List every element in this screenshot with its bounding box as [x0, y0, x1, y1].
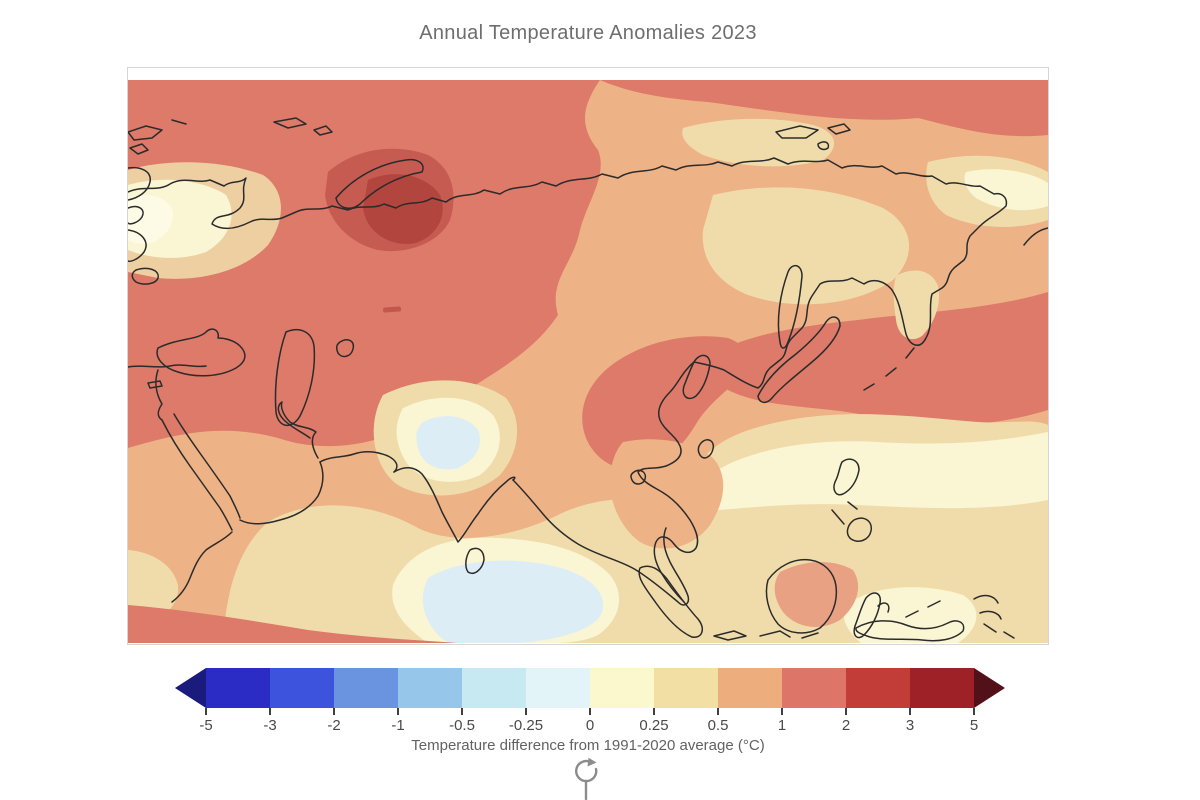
coast-india [393, 467, 516, 543]
region-yellow-chukotka-core [964, 169, 1048, 211]
coast-arabia-south-gulf [239, 401, 324, 525]
legend-tick-label: 3 [905, 717, 915, 734]
legend-cell-4 [462, 668, 526, 708]
coast-sri-lanka [465, 547, 485, 574]
coast-africa-horn [171, 531, 233, 603]
region-darkred-novaya-core [363, 174, 443, 244]
region-blue-indian-ocean [422, 560, 604, 643]
coast-red-sea [161, 413, 241, 531]
coast-sakhalin [777, 264, 803, 349]
legend-tick-label: -2 [327, 717, 341, 734]
region-salmon-southeast-china [582, 336, 749, 470]
coast-borneo [765, 558, 838, 634]
coast-china-vietnam [637, 361, 699, 603]
region-orange-indochina [609, 439, 724, 549]
legend-tick [397, 708, 399, 715]
legend-below-range-arrow [175, 668, 206, 708]
coast-melanesia-dashes [905, 594, 1015, 639]
coast-caspian-sea [274, 328, 316, 426]
region-red-small-dash [383, 306, 402, 313]
anomaly-map[interactable] [128, 80, 1048, 643]
chart-title: Annual Temperature Anomalies 2023 [419, 22, 757, 44]
legend-tick [269, 708, 271, 715]
coast-arctic-russia [128, 157, 1008, 389]
region-cream-yakutia-main [702, 187, 910, 305]
legend-cell-3 [398, 668, 462, 708]
coast-turkey-levant [128, 364, 207, 421]
color-scale-legend: -5 -3 -2 -1 -0.5 -0.25 0 0.25 0.5 1 2 3 5 [175, 668, 1005, 754]
coast-sumatra [638, 565, 703, 638]
legend-tick-label: -3 [263, 717, 277, 734]
legend-tick-label: 2 [841, 717, 851, 734]
coast-philippines [831, 458, 873, 542]
legend-cell-2 [334, 668, 398, 708]
legend-tick-label: -1 [391, 717, 405, 734]
legend-tick [205, 708, 207, 715]
region-yellow-pacific-band [698, 432, 1048, 510]
coast-black-sea [156, 328, 246, 377]
coast-korea [682, 354, 711, 400]
coast-taiwan [697, 439, 715, 459]
region-cream-kamchatka [893, 270, 940, 340]
legend-caption: Temperature difference from 1991-2020 av… [411, 737, 765, 754]
rotate-handle[interactable] [567, 756, 607, 800]
legend-cell-9 [782, 668, 846, 708]
legend-tick-label: 1 [777, 717, 787, 734]
legend-tick-label: 5 [969, 717, 979, 734]
legend-tick [589, 708, 591, 715]
legend-cell-0 [206, 668, 270, 708]
legend-cell-7 [654, 668, 718, 708]
coast-svalbard [128, 119, 187, 155]
legend-tick [461, 708, 463, 715]
legend-tick [525, 708, 527, 715]
legend-tick-label: 0.5 [707, 717, 729, 734]
coast-scandinavia-baltic [128, 166, 159, 285]
coast-iran-makran [319, 451, 398, 473]
anomaly-regions [128, 80, 1048, 643]
coast-franz-josef [273, 117, 333, 136]
coastlines [128, 117, 1048, 642]
legend-cell-1 [270, 668, 334, 708]
legend-cell-11 [910, 668, 974, 708]
legend-tick [653, 708, 655, 715]
rotate-icon [575, 757, 598, 800]
region-cream-yakutia-north [682, 118, 835, 167]
legend-cell-6 [590, 668, 654, 708]
map-panel [127, 67, 1049, 645]
legend-tick [845, 708, 847, 715]
region-salmon-bottom-left [128, 605, 458, 643]
legend-cell-5 [526, 668, 590, 708]
region-salmon-top-east [600, 80, 1048, 137]
legend-cell-8 [718, 668, 782, 708]
coast-new-guinea [855, 620, 965, 642]
legend-above-range-arrow [974, 668, 1005, 708]
region-orange-borneo [774, 561, 859, 627]
region-blue-nw-india [416, 416, 480, 470]
coast-aral-sea [335, 339, 355, 358]
legend-tick-label: 0 [585, 717, 595, 734]
legend-tick-label: -0.5 [449, 717, 475, 734]
coast-alaska-corner [1023, 227, 1048, 246]
coast-japan [757, 316, 841, 404]
legend-tick [973, 708, 975, 715]
legend-tick [333, 708, 335, 715]
legend-cell-10 [846, 668, 910, 708]
coast-kuril-dashes [863, 347, 915, 391]
coast-new-siberian-islands [775, 123, 851, 151]
legend-tick-label: -5 [199, 717, 213, 734]
legend-tick-label: 0.25 [639, 717, 669, 734]
region-salmon-pacific-band [712, 292, 1048, 426]
coast-novaya-zemlya-island [335, 158, 424, 209]
legend-tick-label: -0.25 [508, 717, 544, 734]
coast-java-dashes [713, 630, 819, 641]
legend-tick [909, 708, 911, 715]
legend-tick [717, 708, 719, 715]
legend-bar [175, 668, 1005, 708]
coast-bengal-burma-malay [512, 479, 690, 606]
legend-cells [206, 668, 974, 708]
legend-tick [781, 708, 783, 715]
coast-hainan [630, 469, 647, 485]
